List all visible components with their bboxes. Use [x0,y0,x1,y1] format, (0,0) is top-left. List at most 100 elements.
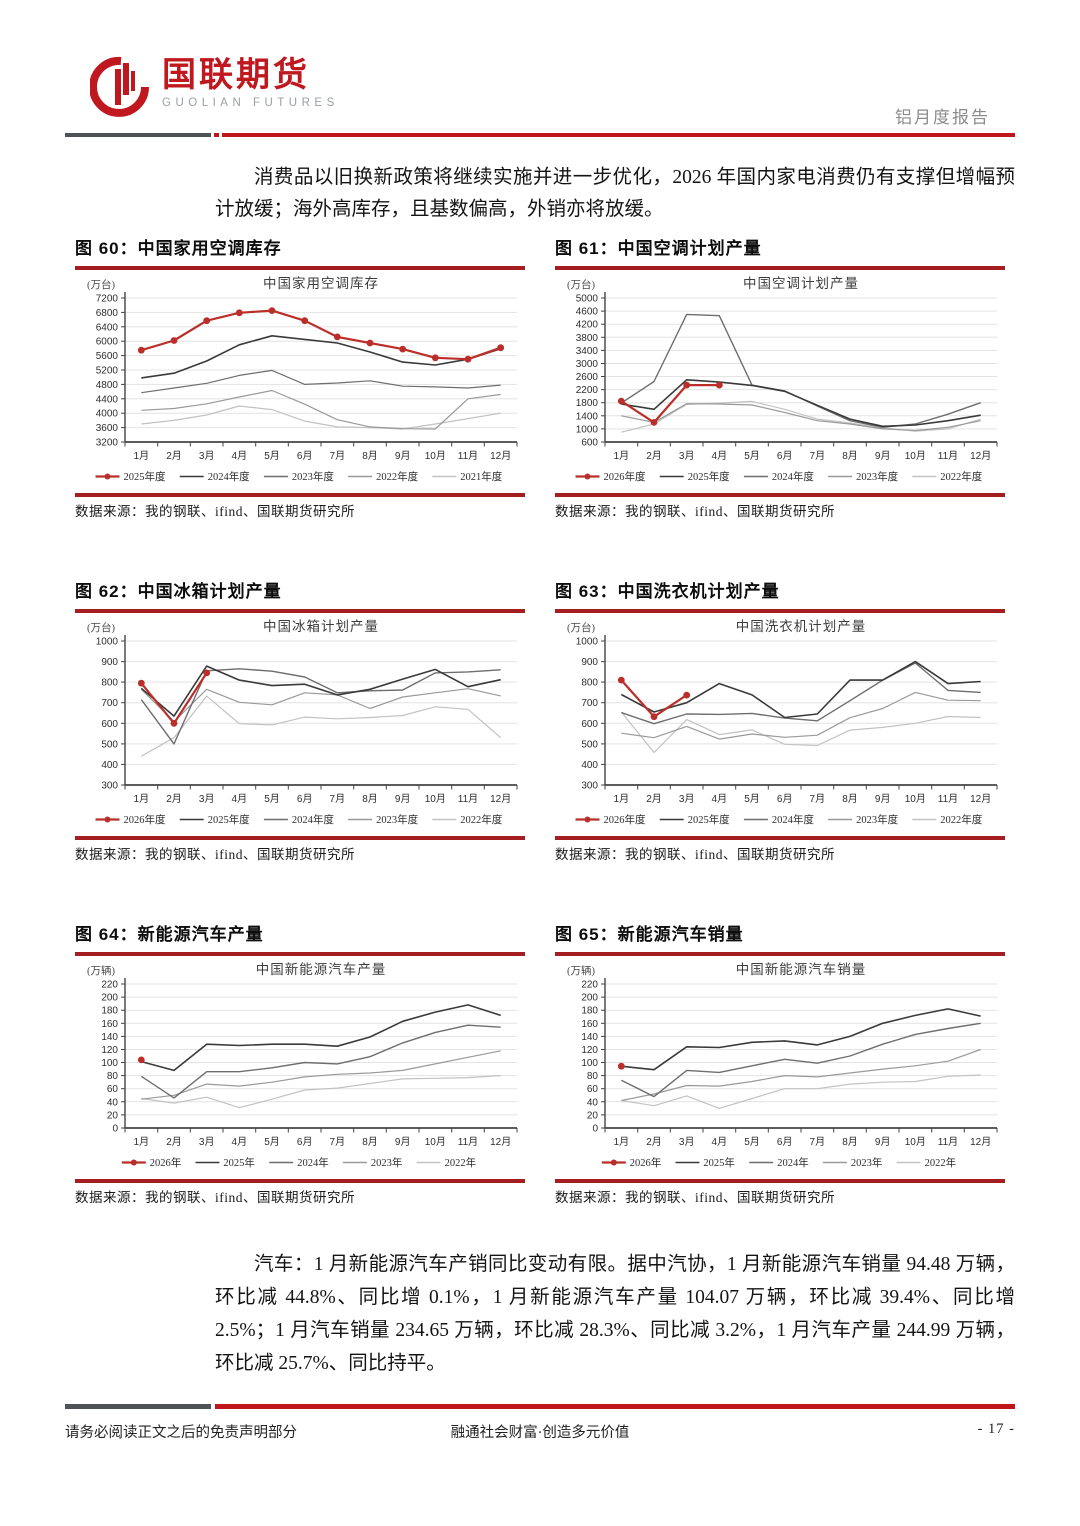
svg-text:4400: 4400 [96,394,119,405]
svg-text:200: 200 [101,993,118,1004]
figure-caption: 图 62：中国冰箱计划产量 [75,582,282,601]
svg-text:5月: 5月 [264,1136,280,1148]
svg-text:(万台): (万台) [567,621,595,634]
svg-text:7200: 7200 [96,294,119,305]
svg-text:20: 20 [587,1110,599,1121]
svg-text:400: 400 [101,760,118,771]
svg-text:220: 220 [581,980,598,991]
svg-text:1月: 1月 [134,450,150,462]
data-source: 数据来源：我的钢联、ifind、国联期货研究所 [555,847,835,862]
svg-text:160: 160 [101,1019,118,1030]
svg-text:2025年: 2025年 [223,1156,255,1169]
svg-text:10月: 10月 [905,1136,926,1148]
svg-text:4600: 4600 [576,307,599,318]
panel-bottom-rule [555,1179,1005,1183]
svg-text:3800: 3800 [576,333,599,344]
svg-text:2月: 2月 [646,1136,662,1148]
svg-text:2026年度: 2026年度 [604,470,646,483]
svg-text:5月: 5月 [744,793,760,805]
svg-text:900: 900 [581,657,598,668]
svg-text:6月: 6月 [297,793,313,805]
panel-bottom-rule [555,836,1005,840]
svg-text:180: 180 [581,1006,598,1017]
svg-text:1月: 1月 [134,1136,150,1148]
figure-panel-60: 图 60：中国家用空调库存 中国家用空调库存 (万台) 3200 3600 4000 44… [75,234,525,520]
svg-text:8月: 8月 [362,793,378,805]
svg-text:中国新能源汽车销量: 中国新能源汽车销量 [736,961,867,977]
svg-text:2023年度: 2023年度 [856,470,899,483]
footer-divider [65,1404,1015,1409]
svg-text:10月: 10月 [905,450,926,462]
svg-text:(万台): (万台) [87,278,115,291]
svg-text:4月: 4月 [232,1136,248,1148]
svg-text:200: 200 [581,993,598,1004]
svg-text:1月: 1月 [134,793,150,805]
svg-text:40: 40 [587,1097,599,1108]
svg-text:10月: 10月 [425,1136,446,1148]
figure-panel-65: 图 65：新能源汽车销量 中国新能源汽车销量 (万辆) 0 20 40 60 80 100 12… [555,920,1005,1206]
svg-text:3月: 3月 [679,793,695,805]
svg-text:2200: 2200 [576,385,599,396]
svg-text:4800: 4800 [96,380,119,391]
svg-text:500: 500 [581,739,598,750]
svg-text:140: 140 [581,1032,598,1043]
svg-text:3月: 3月 [199,793,215,805]
svg-text:11月: 11月 [458,793,478,805]
data-source: 数据来源：我的钢联、ifind、国联期货研究所 [555,504,835,519]
svg-text:20: 20 [107,1110,119,1121]
guolian-logo-icon [90,56,149,117]
svg-text:1800: 1800 [576,398,599,409]
svg-text:6月: 6月 [297,1136,313,1148]
svg-text:800: 800 [581,678,598,689]
svg-text:5200: 5200 [96,366,119,377]
svg-text:5月: 5月 [744,450,760,462]
figure-caption: 图 65：新能源汽车销量 [555,925,744,944]
svg-text:600: 600 [581,719,598,730]
svg-text:6月: 6月 [297,450,313,462]
svg-text:11月: 11月 [458,450,478,462]
figure-panel-63: 图 63：中国洗衣机计划产量 中国洗衣机计划产量 (万台) 300 400 500 600… [555,577,1005,863]
svg-text:中国新能源汽车产量: 中国新能源汽车产量 [256,961,387,977]
disclaimer-note: 请务必阅读正文之后的免责声明部分 [65,1425,297,1441]
svg-text:2026年: 2026年 [630,1156,662,1169]
svg-text:8月: 8月 [842,793,858,805]
svg-text:120: 120 [581,1045,598,1056]
svg-text:12月: 12月 [490,793,511,805]
svg-text:80: 80 [107,1071,119,1082]
svg-text:2024年: 2024年 [777,1156,809,1169]
svg-text:6月: 6月 [777,450,793,462]
svg-text:4200: 4200 [576,320,599,331]
svg-text:1月: 1月 [614,793,630,805]
svg-text:7月: 7月 [810,793,826,805]
svg-text:2023年: 2023年 [371,1156,403,1169]
svg-text:5月: 5月 [264,793,280,805]
logo-text: 国联期货 GUOLIAN FUTURES [162,55,339,109]
caption-rule [75,609,525,613]
svg-text:(万台): (万台) [87,621,115,634]
svg-text:2024年度: 2024年度 [772,470,814,483]
svg-text:9月: 9月 [875,1136,891,1148]
svg-text:3200: 3200 [96,438,119,449]
svg-text:11月: 11月 [938,793,958,805]
footer-divider-dark [65,1404,211,1409]
svg-text:2月: 2月 [646,450,662,462]
footer-slogan: 融通社会财富·创造多元价值 [450,1425,630,1441]
svg-text:6400: 6400 [96,322,119,333]
chart-canvas: 中国冰箱计划产量 (万台) 300 400 500 600 700 800 900 1000 1月 2… [75,615,525,836]
svg-text:8月: 8月 [842,450,858,462]
svg-text:120: 120 [101,1045,118,1056]
svg-text:7月: 7月 [810,450,826,462]
svg-text:5600: 5600 [96,351,119,362]
svg-text:600: 600 [101,719,118,730]
svg-text:10月: 10月 [905,793,926,805]
svg-text:2022年: 2022年 [925,1156,957,1169]
charts-grid: 图 60：中国家用空调库存 中国家用空调库存 (万台) 3200 3600 4000 44… [75,234,1005,1206]
svg-text:8月: 8月 [842,1136,858,1148]
company-logo: 国联期货 GUOLIAN FUTURES [90,55,339,121]
svg-text:12月: 12月 [970,450,991,462]
figure-panel-64: 图 64：新能源汽车产量 中国新能源汽车产量 (万辆) 0 20 40 60 80 100 12… [75,920,525,1206]
svg-text:2025年度: 2025年度 [208,813,250,826]
svg-text:6000: 6000 [96,337,119,348]
svg-text:0: 0 [592,1124,598,1135]
chart-canvas: 中国新能源汽车销量 (万辆) 0 20 40 60 80 100 120 140 160 180 200… [555,958,1005,1179]
